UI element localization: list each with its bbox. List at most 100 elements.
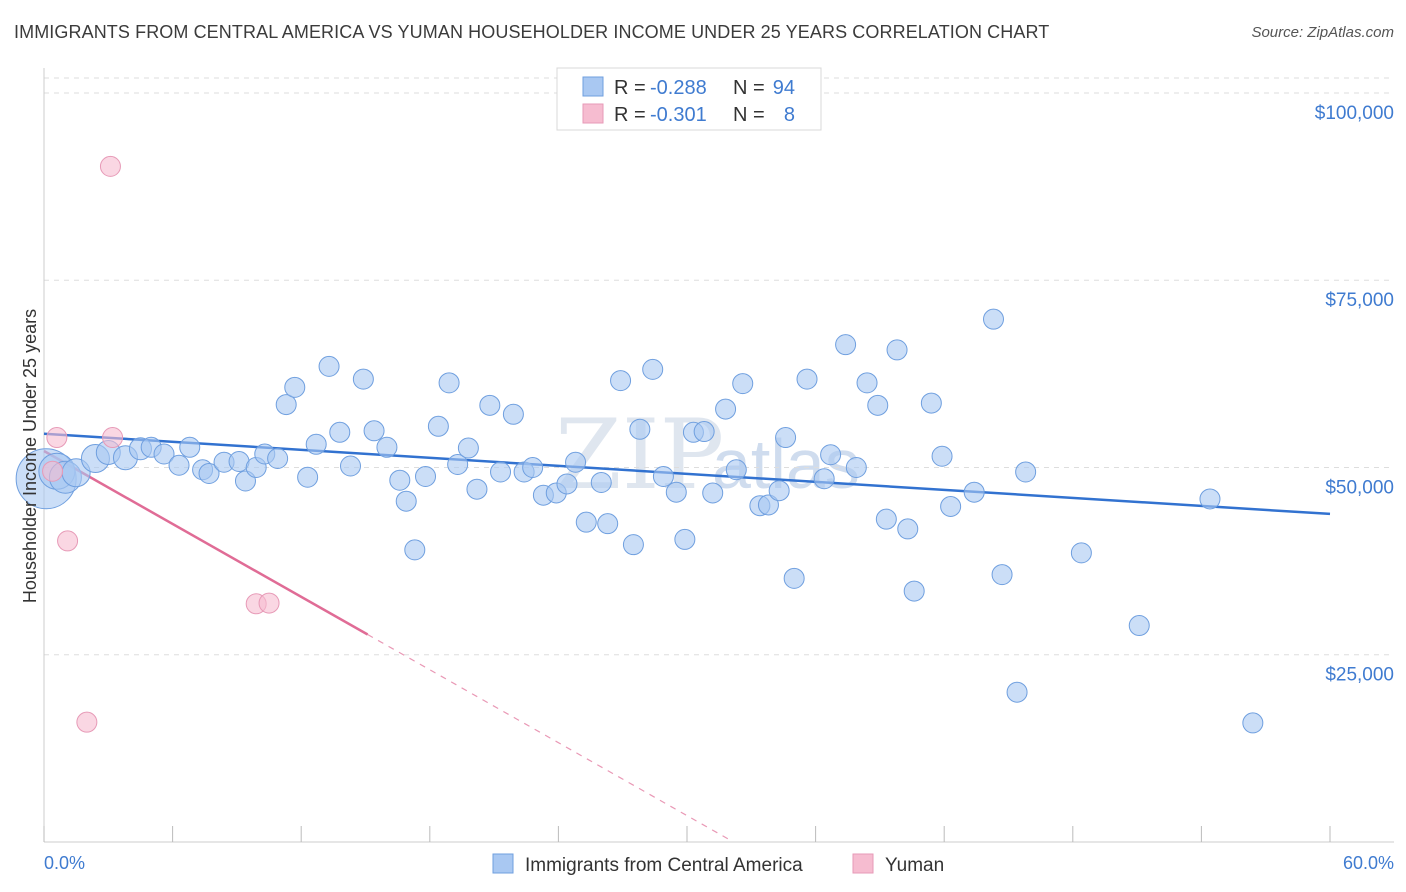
point-s0-25 [329,421,351,443]
point-s0-79 [903,580,925,602]
point-s0-60 [702,482,724,504]
watermark-zip: ZIP [555,399,724,511]
legend-swatch-pink [582,103,604,124]
point-s0-59 [693,421,715,443]
point-s1-3 [76,711,98,733]
point-s0-72 [835,334,857,356]
point-s0-74 [856,372,878,394]
point-s0-21 [284,376,306,398]
point-s0-40 [490,461,512,483]
point-s0-20 [275,394,297,416]
data-points [15,155,1264,734]
grid-lines [44,77,1394,656]
series-legend: Immigrants from Central America Yuman [492,853,944,876]
y-tick-label-2: $75,000 [1325,290,1394,311]
point-s0-73 [845,456,867,478]
point-s0-35 [438,372,460,394]
point-s1-2 [57,530,79,552]
point-s0-82 [940,495,962,517]
point-s0-30 [389,469,411,491]
y-tick-label-3: $100,000 [1315,103,1394,124]
point-s0-22 [297,466,319,488]
point-s0-26 [339,455,361,477]
point-s0-68 [783,567,805,589]
y-axis-label: Householder Income Under 25 years [20,309,40,603]
legend-n-value-2: 8 [784,104,795,126]
y-tick-label-0: $25,000 [1325,665,1394,686]
point-s0-36 [447,453,469,475]
point-s0-70 [813,468,835,490]
trend-extension-s1 [367,633,731,841]
point-s0-9 [153,443,175,465]
y-tick-label-1: $50,000 [1325,477,1394,498]
point-s0-24 [318,355,340,377]
point-s0-56 [665,481,687,503]
series-label-pink: Yuman [885,855,944,876]
point-s0-77 [886,339,908,361]
point-s0-89 [1128,615,1150,637]
point-s0-76 [875,508,897,530]
point-s0-13 [198,462,220,484]
point-s1-4 [99,155,121,177]
chart-title: IMMIGRANTS FROM CENTRAL AMERICA VS YUMAN… [14,22,1050,42]
trend-line-s1 [43,449,369,636]
point-s0-47 [565,451,587,473]
point-s0-43 [522,456,544,478]
point-s0-50 [597,513,619,535]
point-s0-62 [725,459,747,481]
correlation-legend: R = -0.288 N = 94 R = -0.301 N = 8 [556,67,822,131]
point-s0-39 [479,394,501,416]
point-s0-55 [652,465,674,487]
point-s0-41 [502,403,524,425]
legend-r-value-1: -0.288 [650,77,707,99]
point-s0-27 [352,368,374,390]
point-s0-87 [1015,461,1037,483]
series-label-blue: Immigrants from Central America [525,855,803,876]
point-s0-11 [179,436,201,458]
point-s0-75 [867,394,889,416]
legend-n-label-2: N = [733,104,765,126]
point-s0-32 [404,539,426,561]
point-s0-49 [590,471,612,493]
point-s0-23 [305,433,327,455]
point-s0-65 [757,494,779,516]
point-s0-90 [1199,488,1221,510]
legend-n-label-1: N = [733,77,765,99]
y-tick-labels: $25,000 $50,000 $75,000 $100,000 [1315,103,1394,686]
legend-r-label-1: R = [614,77,646,99]
point-s0-37 [457,437,479,459]
point-s0-81 [931,445,953,467]
point-s0-63 [732,373,754,395]
point-s0-71 [820,444,842,466]
point-s0-38 [466,478,488,500]
point-s0-54 [642,358,664,380]
point-s0-66 [768,480,790,502]
point-s0-53 [629,418,651,440]
source-label: Source: ZipAtlas.com [1251,24,1394,41]
point-s0-33 [415,465,437,487]
x-tick-min: 0.0% [44,853,85,873]
point-s0-51 [610,370,632,392]
point-s0-83 [963,481,985,503]
point-s0-69 [796,368,818,390]
point-s0-84 [982,308,1004,330]
point-s1-1 [42,460,64,482]
point-s0-34 [427,415,449,437]
point-s0-78 [897,518,919,540]
point-s1-7 [258,592,280,614]
point-s0-10 [168,454,190,476]
series-swatch-pink [852,853,874,874]
legend-n-value-1: 94 [773,77,795,99]
point-s0-19 [267,448,289,470]
point-s0-57 [674,528,696,550]
legend-r-label-2: R = [614,104,646,126]
point-s0-31 [395,490,417,512]
point-s0-80 [920,392,942,414]
point-s0-28 [363,420,385,442]
point-s0-29 [376,436,398,458]
x-tick-max: 60.0% [1343,853,1394,873]
point-s0-85 [991,564,1013,586]
legend-r-value-2: -0.301 [650,104,707,126]
point-s0-46 [556,473,578,495]
